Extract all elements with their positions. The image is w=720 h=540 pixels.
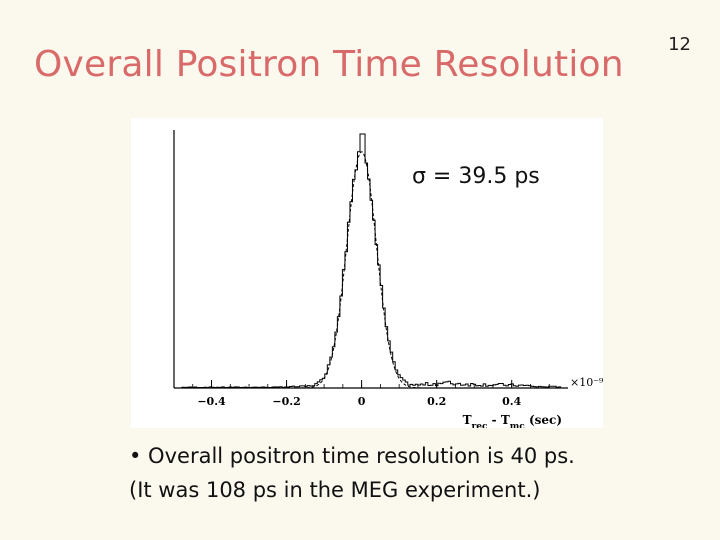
- x-axis-label: Trec - Tmc (sec): [463, 413, 562, 428]
- x-tick-label: −0.2: [272, 395, 300, 408]
- histogram-plot: −0.4 −0.2 0 0.2 0.4 ×10⁻⁹ Trec - Tmc (sec): [173, 130, 603, 428]
- x-tick-label: 0: [358, 395, 366, 408]
- x-tick-label: 0.4: [502, 395, 521, 408]
- slide-caption: • Overall positron time resolution is 40…: [129, 439, 689, 507]
- bullet-line: • Overall positron time resolution is 40…: [129, 444, 575, 468]
- gaussian-fit-curve: [286, 151, 436, 389]
- sigma-annotation: σ = 39.5 ps: [412, 164, 540, 189]
- histogram-steps: [181, 133, 562, 389]
- x-tick-label: 0.2: [427, 395, 446, 408]
- page-number: 12: [668, 34, 691, 55]
- x-tick-label: −0.4: [197, 395, 226, 408]
- histogram-figure: −0.4 −0.2 0 0.2 0.4 ×10⁻⁹ Trec - Tmc (sec): [131, 118, 603, 428]
- note-line: (It was 108 ps in the MEG experiment.): [129, 478, 541, 502]
- slide-title: Overall Positron Time Resolution: [34, 44, 624, 85]
- x-multiplier: ×10⁻⁹: [570, 376, 603, 389]
